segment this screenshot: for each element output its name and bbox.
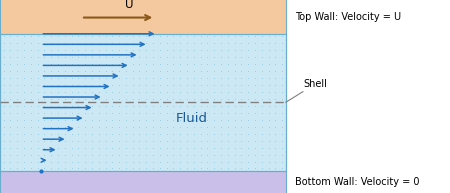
Text: Fluid: Fluid [176, 112, 207, 125]
Bar [0, 171, 286, 193]
Bar [0, 34, 286, 171]
Text: Shell: Shell [286, 79, 328, 102]
Bar [0, 0, 286, 34]
Text: Bottom Wall: Velocity = 0: Bottom Wall: Velocity = 0 [295, 177, 419, 187]
Text: Top Wall: Velocity = U: Top Wall: Velocity = U [295, 12, 401, 22]
Text: U: U [125, 0, 134, 11]
